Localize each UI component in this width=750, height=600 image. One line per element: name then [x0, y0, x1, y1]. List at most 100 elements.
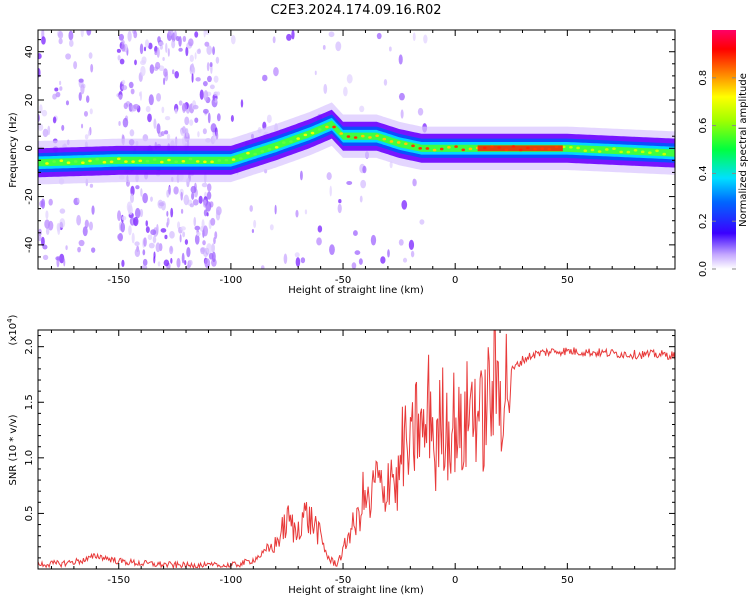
- noise-speck: [77, 246, 81, 253]
- noise-speck: [55, 256, 61, 261]
- noise-speck: [412, 32, 416, 42]
- ridge-peak: [317, 128, 322, 131]
- noise-speck: [295, 209, 299, 218]
- noise-speck: [139, 208, 144, 218]
- noise-speck: [207, 183, 212, 192]
- noise-speck: [122, 117, 129, 128]
- noise-speck: [343, 86, 348, 97]
- noise-speck: [156, 47, 160, 58]
- noise-speck: [45, 210, 49, 220]
- noise-speck: [389, 161, 393, 169]
- noise-speck: [174, 108, 178, 115]
- noise-speck: [161, 106, 165, 114]
- noise-speck: [167, 48, 170, 57]
- noise-speck: [157, 261, 161, 267]
- ridge-peak: [116, 157, 121, 161]
- colorbar-label: Normalized spectral amplitude: [738, 73, 749, 227]
- noise-speck: [260, 265, 265, 269]
- noise-speck: [68, 30, 74, 41]
- noise-speck: [41, 236, 45, 247]
- noise-speck: [65, 245, 68, 251]
- noise-speck: [38, 53, 42, 60]
- noise-speck: [251, 229, 255, 234]
- noise-speck: [189, 119, 194, 126]
- noise-speck: [326, 172, 332, 181]
- ridge-peak: [648, 151, 652, 155]
- noise-speck: [380, 256, 386, 264]
- ridge-peak: [203, 160, 207, 164]
- noise-speck: [230, 34, 236, 45]
- ridge-peak: [404, 142, 408, 146]
- x-tick-label: 50: [561, 575, 574, 586]
- noise-speck: [359, 105, 365, 113]
- noise-speck: [170, 207, 174, 218]
- colorbar-tick-label: 0.4: [698, 165, 709, 181]
- noise-speck: [89, 108, 93, 115]
- ridge-peak: [339, 132, 344, 135]
- ridge-peak: [181, 159, 186, 163]
- noise-speck: [129, 193, 135, 204]
- noise-speck: [205, 201, 212, 212]
- noise-speck: [88, 52, 93, 59]
- noise-speck: [39, 104, 43, 114]
- noise-speck: [398, 239, 404, 246]
- noise-speck: [63, 258, 66, 267]
- top-x-axis-label: Height of straight line (km): [288, 285, 424, 296]
- ridge-peak: [210, 160, 214, 164]
- noise-speck: [176, 257, 181, 268]
- ridge-peak: [238, 157, 243, 160]
- noise-speck: [41, 36, 46, 45]
- noise-speck: [178, 100, 183, 106]
- noise-speck: [202, 108, 209, 114]
- noise-speck: [123, 102, 129, 110]
- ridge-peak: [88, 159, 92, 163]
- noise-speck: [185, 264, 190, 269]
- noise-speck: [358, 258, 363, 265]
- noise-speck: [134, 59, 137, 66]
- noise-speck: [304, 209, 308, 215]
- ridge-peak: [102, 160, 107, 164]
- x-tick-label: -50: [335, 575, 351, 586]
- ridge-peak: [174, 160, 178, 164]
- noise-speck: [44, 219, 50, 229]
- noise-speck: [118, 33, 124, 41]
- noise-speck: [180, 208, 184, 214]
- ridge-peak: [124, 160, 128, 163]
- noise-speck: [401, 199, 408, 210]
- noise-speck: [189, 203, 195, 208]
- top-plot-area: -150 -100 -50 0 50 -40 -20 0 20 40 Height of stra…: [8, 29, 676, 296]
- noise-speck: [184, 116, 190, 126]
- x-tick-label: -150: [107, 575, 130, 586]
- noise-speck: [38, 234, 42, 242]
- noise-speck: [191, 63, 195, 73]
- noise-speck: [42, 128, 49, 138]
- x-tick-label: 0: [452, 275, 458, 286]
- ridge-peak: [138, 159, 143, 163]
- noise-speck: [164, 130, 169, 135]
- noise-speck: [140, 65, 146, 77]
- ridge-peak: [296, 137, 300, 140]
- ridge-peak: [332, 125, 336, 129]
- noise-speck: [139, 43, 144, 55]
- noise-speck: [144, 39, 150, 48]
- noise-speck: [291, 30, 295, 40]
- ridge-peak: [633, 148, 638, 152]
- noise-speck: [216, 113, 221, 122]
- noise-speck: [82, 226, 88, 237]
- colorbar-gradient: [712, 30, 736, 269]
- noise-speck: [209, 62, 213, 68]
- noise-speck: [212, 46, 215, 55]
- noise-speck: [316, 237, 322, 246]
- noise-speck: [191, 73, 194, 83]
- noise-speck: [206, 243, 212, 255]
- noise-speck: [73, 61, 78, 70]
- noise-speck: [329, 244, 335, 256]
- noise-speck: [182, 35, 187, 43]
- noise-speck: [83, 110, 88, 117]
- ridge-peak: [224, 158, 229, 162]
- noise-speck: [173, 186, 179, 195]
- noise-speck: [171, 39, 176, 49]
- noise-speck: [148, 242, 155, 249]
- noise-speck: [419, 219, 425, 225]
- ridge-peak: [576, 146, 580, 150]
